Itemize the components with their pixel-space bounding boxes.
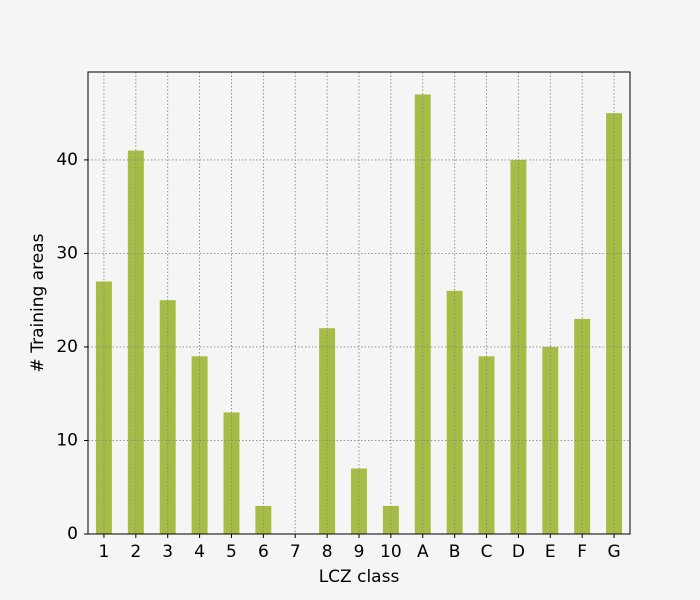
y-tick-label: 0	[67, 524, 78, 544]
x-tick-label: D	[512, 542, 525, 562]
x-tick-label: 4	[194, 542, 205, 562]
x-tick-label: B	[449, 542, 461, 562]
bar	[382, 505, 399, 534]
bar	[159, 300, 176, 534]
x-tick-label: 6	[258, 542, 269, 562]
x-tick-label: 3	[162, 542, 173, 562]
x-tick-label: A	[417, 542, 429, 562]
plot-frame	[87, 71, 631, 535]
y-tick-label: 40	[56, 150, 78, 170]
x-tick-label: 2	[130, 542, 141, 562]
x-tick-label: 10	[380, 542, 402, 562]
y-axis-label: # Training areas	[28, 233, 48, 372]
bar	[95, 281, 112, 534]
bar	[351, 468, 367, 534]
x-axis-label: LCZ class	[319, 567, 400, 587]
x-tick-label: 1	[99, 542, 110, 562]
bar	[478, 356, 495, 534]
y-tick-label: 20	[56, 337, 78, 357]
x-tick-label: F	[577, 542, 587, 562]
x-tick-label: 9	[354, 542, 365, 562]
bar	[606, 113, 623, 535]
bar	[319, 328, 336, 534]
x-tick-label: 8	[322, 542, 333, 562]
x-tick-label: C	[481, 542, 493, 562]
bar	[255, 505, 272, 534]
x-tick-label: G	[607, 542, 620, 562]
bar	[191, 356, 208, 534]
x-tick-label: E	[545, 542, 556, 562]
x-tick-label: 7	[290, 542, 301, 562]
y-tick-label: 10	[56, 430, 78, 450]
y-tick-label: 30	[56, 243, 78, 263]
bar	[223, 412, 240, 534]
x-tick-label: 5	[226, 542, 237, 562]
